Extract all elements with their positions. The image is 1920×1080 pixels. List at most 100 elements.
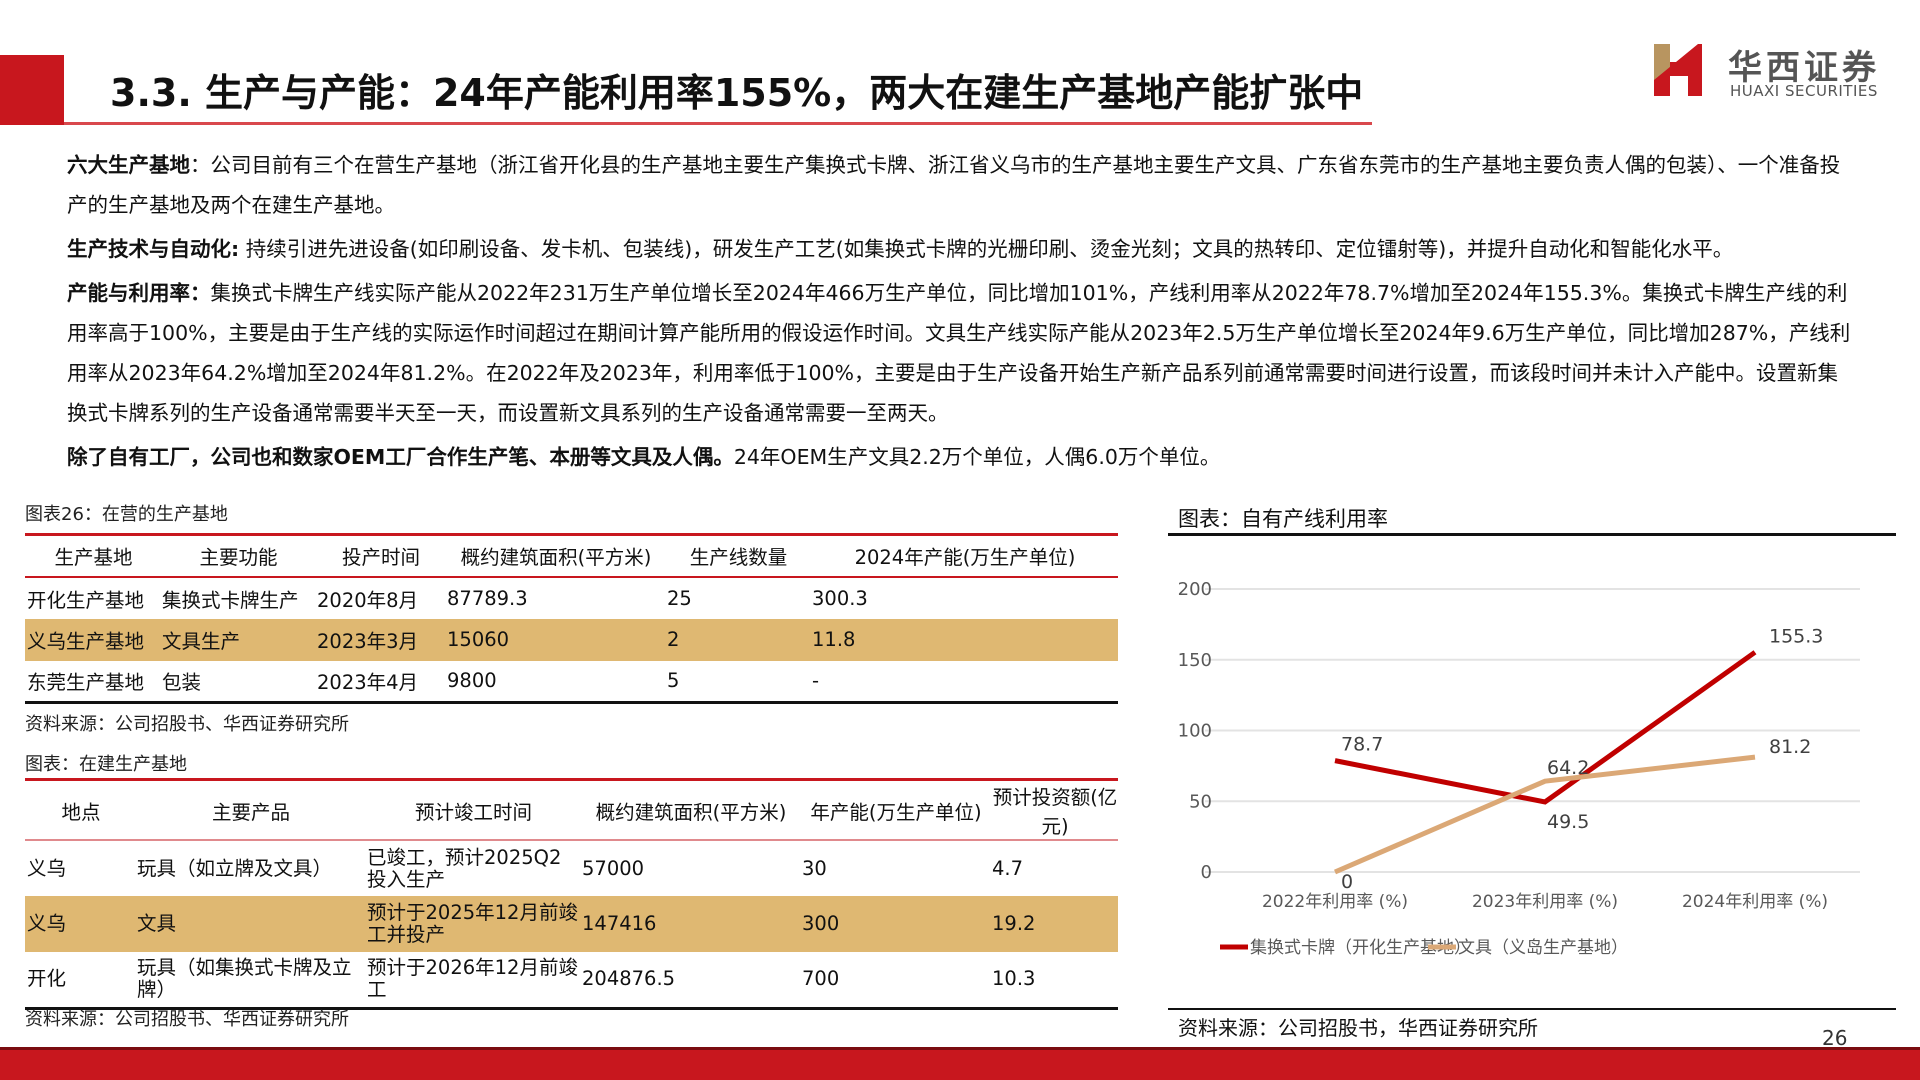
data-label: 0 xyxy=(1341,871,1353,893)
table-cell: 9800 xyxy=(447,669,497,693)
table-cell: 义乌 xyxy=(25,896,135,952)
huaxi-logo: 华西证券 HUAXI SECURITIES xyxy=(1650,40,1890,104)
paragraph: 除了自有工厂，公司也和数家OEM工厂合作生产笔、本册等文具及人偶。24年OEM生… xyxy=(67,437,1857,477)
chart-title-divider xyxy=(1168,533,1896,536)
utilization-line-chart: 0 50 100 150 200 2022年利用率 (%) 2023年利用率 (%) 2024… xyxy=(1178,579,1860,958)
data-label: 49.5 xyxy=(1547,811,1589,833)
legend-label: 集换式卡牌（开化生产基地） xyxy=(1250,938,1471,958)
table-cell: 25 xyxy=(667,586,692,610)
column-header: 主要功能 xyxy=(160,534,315,578)
body-text: 六大生产基地：公司目前有三个在营生产基地（浙江省开化县的生产基地主要生产集换式卡… xyxy=(67,145,1857,481)
table-row: 义乌 文具 预计于2025年12月前竣工并投产 147416 300 19.2 xyxy=(25,896,1118,952)
data-label: 78.7 xyxy=(1341,734,1383,756)
table-cell: 包装 xyxy=(162,671,202,695)
table-cell: 2020年8月 xyxy=(317,588,419,612)
table-cell: 87789.3 xyxy=(447,586,528,610)
table-cell: - xyxy=(812,669,820,693)
chart-source: 资料来源：公司招股书，华西证券研究所 xyxy=(1178,1016,1538,1040)
table1-caption: 图表26：在营的生产基地 xyxy=(25,504,228,525)
paragraph-text: 持续引进先进设备(如印刷设备、发卡机、包装线)，研发生产工艺(如集换式卡牌的光栅… xyxy=(239,237,1734,261)
column-header: 预计竣工时间 xyxy=(365,779,580,841)
series-line xyxy=(1334,650,1757,805)
column-header: 生产基地 xyxy=(25,534,160,578)
title-accent-block xyxy=(0,55,64,125)
table-cell: 集换式卡牌生产 xyxy=(162,588,299,612)
table-cell: 5 xyxy=(667,669,680,693)
column-header: 2024年产能(万生产单位) xyxy=(810,534,1118,578)
table-cell: 开化生产基地 xyxy=(27,588,145,612)
table-cell: 30 xyxy=(802,856,827,880)
paragraph-lead: 产能与利用率： xyxy=(67,281,211,305)
column-header: 主要产品 xyxy=(135,779,365,841)
table-row: 开化 玩具（如集换式卡牌及立牌） 预计于2026年12月前竣工 204876.5 700… xyxy=(25,952,1118,1008)
construction-bases-table: 地点 主要产品 预计竣工时间 概约建筑面积(平方米) 年产能(万生产单位) 预计投资额(亿… xyxy=(25,778,1118,1010)
y-tick-label: 50 xyxy=(1189,791,1212,812)
chart-title: 图表：自有产线利用率 xyxy=(1178,507,1388,531)
page-number: 26 xyxy=(1822,1026,1848,1050)
table-header-row: 地点 主要产品 预计竣工时间 概约建筑面积(平方米) 年产能(万生产单位) 预计投资额(亿… xyxy=(25,779,1118,841)
column-header: 年产能(万生产单位) xyxy=(800,779,990,841)
table-cell: 玩具（如立牌及文具） xyxy=(137,856,333,880)
table-cell: 19.2 xyxy=(990,896,1118,952)
table-cell: 义乌 xyxy=(27,856,67,880)
paragraph: 六大生产基地：公司目前有三个在营生产基地（浙江省开化县的生产基地主要生产集换式卡… xyxy=(67,145,1857,225)
table-row: 东莞生产基地 包装 2023年4月 9800 5 - xyxy=(25,661,1118,703)
table-cell: 700 xyxy=(802,967,840,991)
chart-source-divider xyxy=(1168,1008,1896,1010)
y-tick-label: 100 xyxy=(1178,721,1212,742)
table2-caption: 图表：在建生产基地 xyxy=(25,754,187,775)
table-row: 义乌生产基地 文具生产 2023年3月 15060 2 11.8 xyxy=(25,618,1118,661)
paragraph-lead: 除了自有工厂，公司也和数家OEM工厂合作生产笔、本册等文具及人偶。 xyxy=(67,445,734,469)
table1-source: 资料来源：公司招股书、华西证券研究所 xyxy=(25,714,349,735)
table-cell: 2023年3月 xyxy=(315,618,445,661)
table-cell: 300 xyxy=(800,896,990,952)
y-tick-label: 150 xyxy=(1178,650,1212,671)
paragraph: 生产技术与自动化: 持续引进先进设备(如印刷设备、发卡机、包装线)，研发生产工艺… xyxy=(67,229,1857,269)
table-cell: 已竣工，预计2025Q2投入生产 xyxy=(367,845,562,891)
column-header: 地点 xyxy=(25,779,135,841)
paragraph-text: 集换式卡牌生产线实际产能从2022年231万生产单位增长至2024年466万生产… xyxy=(67,281,1851,425)
operating-bases-table: 生产基地 主要功能 投产时间 概约建筑面积(平方米) 生产线数量 2024年产能(万生产单… xyxy=(25,533,1118,704)
data-label: 81.2 xyxy=(1769,736,1811,758)
x-tick-label: 2022年利用率 (%) xyxy=(1262,892,1408,912)
column-header: 预计投资额(亿元) xyxy=(990,779,1118,841)
footer-bar xyxy=(0,1050,1920,1080)
table-cell: 预计于2025年12月前竣工并投产 xyxy=(365,896,580,952)
table-row: 开化生产基地 集换式卡牌生产 2020年8月 87789.3 25 300.3 xyxy=(25,577,1118,619)
table-cell: 204876.5 xyxy=(582,967,676,991)
table-cell: 4.7 xyxy=(992,856,1024,880)
data-label: 64.2 xyxy=(1547,757,1589,779)
table-cell: 57000 xyxy=(582,856,645,880)
paragraph-lead: 生产技术与自动化: xyxy=(67,237,240,261)
paragraph-lead: 六大生产基地 xyxy=(67,153,190,177)
column-header: 生产线数量 xyxy=(665,534,810,578)
column-header: 概约建筑面积(平方米) xyxy=(445,534,665,578)
table-cell: 300.3 xyxy=(812,586,868,610)
table-cell: 2023年4月 xyxy=(317,671,419,695)
column-header: 投产时间 xyxy=(315,534,445,578)
page-title: 3.3. 生产与产能：24年产能利用率155%，两大在建生产基地产能扩张中 xyxy=(110,71,1364,115)
data-label: 155.3 xyxy=(1769,625,1823,647)
table-cell: 东莞生产基地 xyxy=(27,671,145,695)
table-cell: 15060 xyxy=(445,618,665,661)
table-cell: 10.3 xyxy=(992,967,1036,991)
table-cell: 文具生产 xyxy=(160,618,315,661)
table-cell: 玩具（如集换式卡牌及立牌） xyxy=(137,956,352,1002)
paragraph: 产能与利用率：集换式卡牌生产线实际产能从2022年231万生产单位增长至2024… xyxy=(67,273,1857,433)
title-divider xyxy=(64,122,1372,125)
y-tick-label: 0 xyxy=(1201,862,1212,883)
table-header-row: 生产基地 主要功能 投产时间 概约建筑面积(平方米) 生产线数量 2024年产能(万生产单… xyxy=(25,534,1118,578)
table-cell: 义乌生产基地 xyxy=(25,618,160,661)
table-cell: 147416 xyxy=(580,896,800,952)
logo-h-icon xyxy=(1654,44,1702,96)
table-cell: 开化 xyxy=(27,967,67,991)
paragraph-text: 24年OEM生产文具2.2万个单位，人偶6.0万个单位。 xyxy=(733,445,1221,469)
table2-source: 资料来源：公司招股书、华西证券研究所 xyxy=(25,1009,349,1030)
logo-en-text: HUAXI SECURITIES xyxy=(1730,82,1878,100)
footer-shadow xyxy=(0,1047,1920,1050)
logo-cn-text: 华西证券 xyxy=(1728,48,1880,88)
table-cell: 2 xyxy=(665,618,810,661)
series-line xyxy=(1334,754,1756,875)
table-row: 义乌 玩具（如立牌及文具） 已竣工，预计2025Q2投入生产 57000 30 4.7 xyxy=(25,840,1118,896)
legend-label: 文具（义岛生产基地） xyxy=(1458,938,1628,958)
